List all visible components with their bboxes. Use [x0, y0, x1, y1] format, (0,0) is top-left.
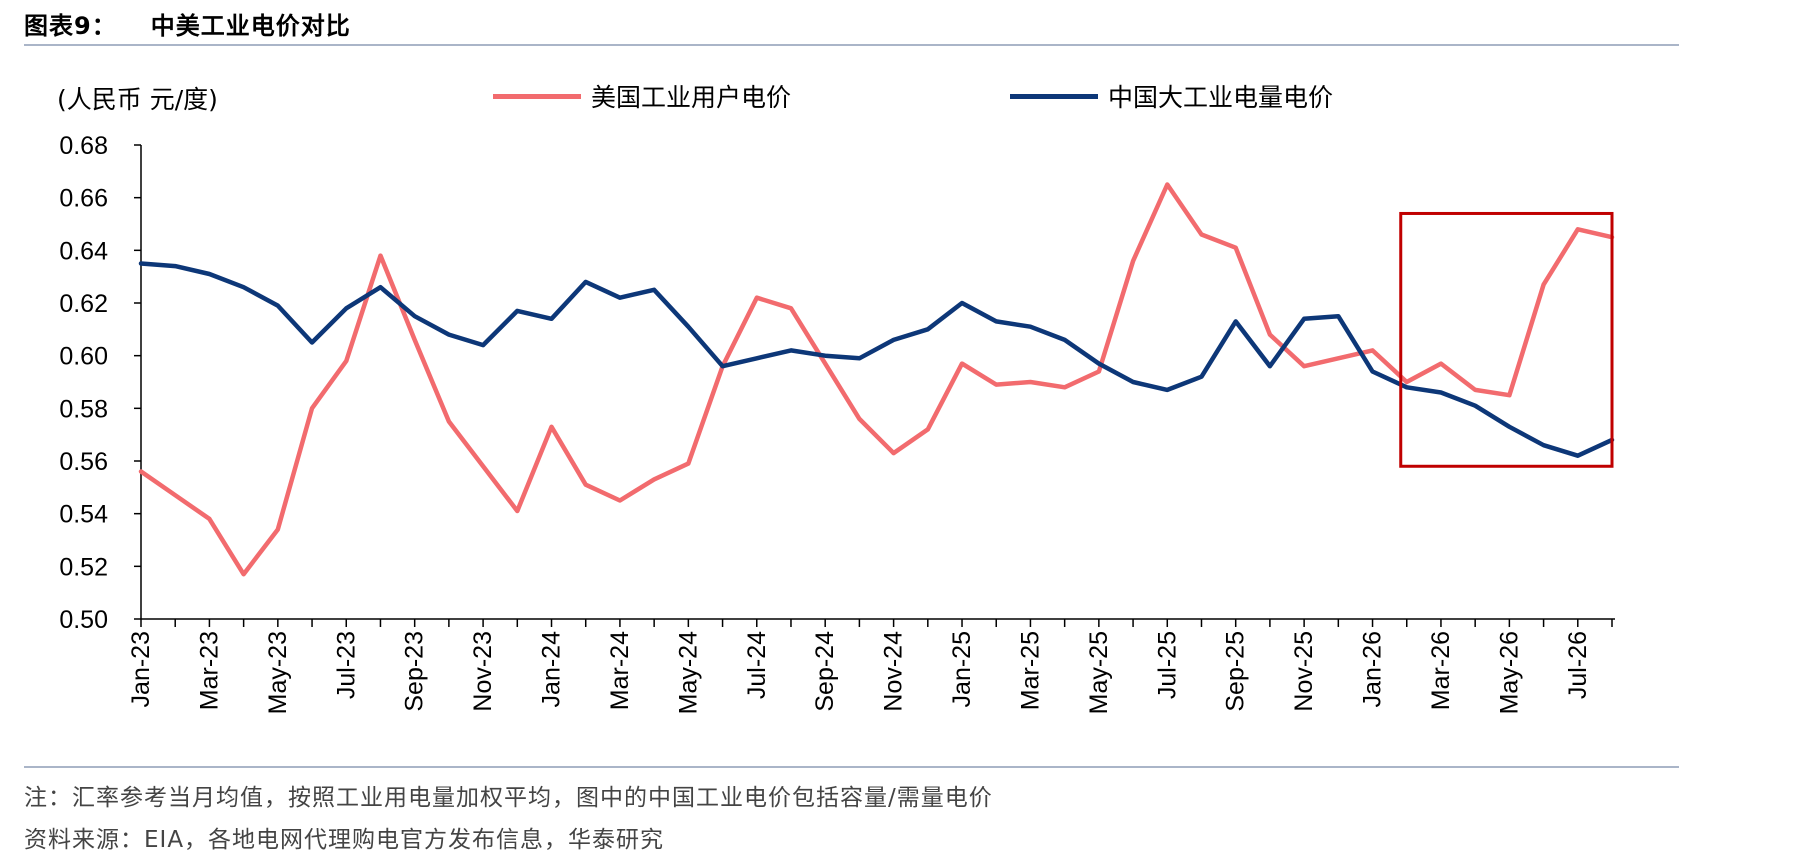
x-tick-label: Jan-25: [948, 631, 976, 707]
x-tick-label: Sep-25: [1222, 631, 1250, 712]
x-tick-label: Mar-24: [606, 631, 634, 710]
legend-item-china: 中国大工业电量电价: [1010, 78, 1333, 114]
x-tick-label: Jul-24: [743, 631, 771, 699]
x-tick-label: Mar-26: [1427, 631, 1455, 710]
y-tick-label: 0.56: [59, 448, 108, 476]
x-tick-label: May-24: [674, 631, 702, 714]
x-tick-label: May-25: [1085, 631, 1113, 714]
legend-item-us: 美国工业用户电价: [493, 78, 791, 114]
y-tick-label: 0.62: [59, 290, 108, 318]
x-tick-label: Jan-23: [127, 631, 155, 707]
legend-label-china: 中国大工业电量电价: [1108, 83, 1334, 112]
top-divider: [24, 44, 1679, 46]
x-tick-label: Mar-23: [195, 631, 223, 710]
bottom-divider: [24, 766, 1679, 768]
source-note: 资料来源：EIA，各地电网代理购电官方发布信息，华泰研究: [24, 827, 665, 853]
y-tick-label: 0.68: [59, 132, 108, 160]
y-tick-label: 0.50: [59, 606, 108, 634]
y-tick-label: 0.54: [59, 501, 108, 529]
x-tick-label: Jul-25: [1153, 631, 1181, 699]
series-line-china: [138, 261, 1615, 458]
x-tick-label: Jul-26: [1564, 631, 1592, 699]
x-tick-label: Nov-23: [469, 631, 497, 712]
x-tick-label: May-26: [1495, 631, 1523, 714]
y-tick-label: 0.66: [59, 185, 108, 213]
figure-number: 图表9：: [24, 12, 117, 40]
x-tick-label: Jan-24: [538, 631, 566, 708]
figure-title: 图表9： 中美工业电价对比: [24, 6, 351, 41]
figure-title-text: 中美工业电价对比: [150, 12, 351, 40]
y-tick-label: 0.58: [59, 395, 108, 423]
footnote: 注：汇率参考当月均值，按照工业用电量加权平均，图中的中国工业电价包括容量/需量电…: [24, 785, 993, 811]
x-tick-label: Sep-23: [401, 631, 429, 712]
highlight-box: [1399, 211, 1614, 468]
series-line-us: [138, 182, 1615, 577]
x-tick-label: Jan-26: [1359, 631, 1387, 707]
x-tick-label: Mar-25: [1016, 631, 1044, 710]
legend-swatch-us: [493, 93, 581, 99]
y-tick-label: 0.60: [59, 343, 108, 371]
legend-label-us: 美国工业用户电价: [591, 83, 792, 112]
y-tick-label: 0.52: [59, 553, 108, 581]
y-axis-unit-label: (人民币 元/度): [57, 85, 218, 114]
x-tick-label: Sep-24: [811, 631, 839, 712]
x-tick-label: Nov-24: [880, 631, 908, 712]
x-tick-label: Nov-25: [1290, 631, 1318, 712]
x-tick-label: May-23: [264, 631, 292, 714]
x-tick-label: Jul-23: [332, 631, 360, 699]
legend-swatch-china: [1010, 93, 1098, 99]
y-tick-label: 0.64: [59, 237, 108, 265]
